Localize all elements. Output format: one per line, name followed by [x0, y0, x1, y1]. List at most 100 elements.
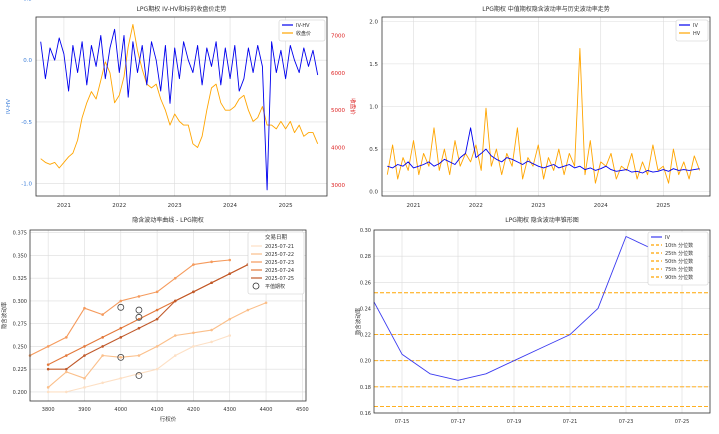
- x-tick-label: 4200: [187, 407, 200, 413]
- legend-entry: 90th 分位数: [665, 274, 693, 281]
- smile-point: [65, 370, 68, 374]
- y-tick-label: -0.5: [21, 120, 32, 126]
- smile-point: [137, 372, 141, 376]
- smile-point: [210, 340, 213, 344]
- smile-point: [137, 326, 141, 330]
- y-tick-label: 0.375: [13, 231, 27, 237]
- smile-point: [228, 334, 232, 337]
- legend-entry: 25th 分位数: [665, 250, 693, 257]
- smile-point: [155, 345, 159, 348]
- y-axis-label: 隐含波动率: [0, 301, 8, 329]
- x-tick-label: 07-15: [395, 419, 410, 425]
- y-tick-label: 0.350: [13, 253, 27, 259]
- legend-entry: IV: [665, 235, 670, 241]
- smile-point: [65, 367, 68, 371]
- x-tick-label: 07-17: [451, 419, 466, 425]
- chart-ivhv-close: LPG期权 IV-HV和标的收盘价走势 2021 2022 2023 2024 2025 0…: [6, 0, 357, 209]
- smile-point: [119, 299, 123, 303]
- x-tick-label: 07-21: [563, 419, 578, 425]
- y-tick-label: 0.325: [13, 276, 27, 282]
- smile-point: [137, 354, 141, 357]
- y-tick-label: 0.22: [360, 333, 371, 339]
- legend-title: 交易日期: [265, 233, 288, 241]
- y-tick-label: 0.16: [360, 411, 371, 417]
- legend-box: [647, 231, 709, 286]
- smile-line-2025-07-21: [48, 334, 230, 393]
- smile-point: [46, 390, 50, 394]
- x-tick-label: 2025: [279, 203, 293, 209]
- smile-point: [192, 290, 195, 294]
- legend-entry: IV-HV: [296, 23, 310, 29]
- legend-entry: 2025-07-25: [265, 276, 294, 282]
- smile-point: [192, 263, 195, 266]
- x-tick-label: 4500: [296, 407, 309, 413]
- x-tick-label: 2025: [656, 203, 670, 209]
- legend-entry: 2025-07-23: [265, 260, 294, 266]
- x-tick-label: 07-23: [619, 419, 634, 425]
- smile-point: [101, 313, 104, 316]
- smile-point: [228, 258, 232, 262]
- legend-entry: 10th 分位数: [665, 242, 693, 249]
- plot-frame: [373, 229, 711, 414]
- smile-point: [155, 290, 159, 294]
- y-tick-label: 0.18: [360, 385, 371, 391]
- y-axis-label: IV-HV: [6, 99, 12, 114]
- atm-marker: [135, 313, 143, 321]
- series-close-line: [40, 24, 319, 169]
- legend-entry: 75th 分位数: [665, 266, 693, 273]
- x-tick-label: 2021: [57, 203, 71, 209]
- smile-point: [119, 326, 123, 330]
- smile-point: [137, 295, 141, 298]
- x-tick-label: 2021: [406, 203, 420, 209]
- smile-point: [173, 334, 177, 337]
- smile-point: [101, 336, 104, 339]
- smile-point: [173, 299, 177, 303]
- smile-point: [46, 367, 50, 371]
- y-tick-label: 0.275: [13, 322, 27, 328]
- y-tick-label: 0.5: [369, 147, 378, 153]
- y-axis-label: 隐含波动率: [354, 307, 362, 335]
- y-tick-label: 1.0: [369, 105, 378, 111]
- smile-point: [192, 331, 195, 335]
- smile-point: [228, 272, 232, 275]
- smile-point: [173, 354, 177, 357]
- smile-point: [173, 276, 177, 280]
- atm-marker: [135, 372, 143, 379]
- plot-frame: [29, 229, 307, 402]
- x-tick-label: 2024: [594, 203, 608, 209]
- y2-tick-label: 3000: [331, 183, 345, 189]
- chart-title: LPG期权 中值期权隐含波动率与历史波动率走势: [482, 5, 610, 13]
- x-tick-label: 07-25: [675, 419, 690, 425]
- smile-point: [192, 345, 195, 348]
- legend-box: [675, 19, 709, 42]
- chart-vol-cone: LPG期权 隐含波动率锥形图 07-15 07-17 07-19 07-21 07-23 0…: [354, 216, 711, 425]
- x-tick-label: 2023: [168, 203, 182, 209]
- smile-point: [246, 308, 250, 312]
- smile-point: [83, 306, 86, 310]
- chart-vol-smile: 隐含波动率曲线 - LPG期权 3800 3900 4000 4100 4200 4300 4…: [0, 216, 309, 423]
- smile-point: [46, 386, 50, 389]
- x-tick-label: 2024: [223, 203, 237, 209]
- y-tick-label: 0.225: [13, 367, 27, 373]
- y2-tick-label: 7000: [331, 34, 345, 40]
- smile-point: [155, 308, 159, 312]
- smile-point: [83, 376, 86, 380]
- y2-axis-label: 收盘价: [349, 98, 357, 115]
- y-tick-label: 0.250: [13, 344, 27, 350]
- series-hv-line: [386, 48, 701, 184]
- legend-entry: 2025-07-21: [265, 244, 294, 250]
- x-tick-label: 07-19: [507, 419, 522, 425]
- smile-point: [137, 317, 141, 321]
- smile-point: [65, 390, 68, 394]
- smile-point: [119, 356, 123, 359]
- smile-point: [65, 336, 68, 339]
- x-tick-label: 3800: [42, 407, 55, 413]
- smile-point: [101, 381, 104, 385]
- atm-marker: [117, 353, 125, 361]
- legend-entry: 2025-07-24: [265, 268, 294, 274]
- smile-point: [101, 345, 104, 348]
- y-tick-label: 0.300: [13, 299, 27, 305]
- smile-line-2025-07-23: [29, 259, 230, 356]
- smile-point: [210, 281, 213, 285]
